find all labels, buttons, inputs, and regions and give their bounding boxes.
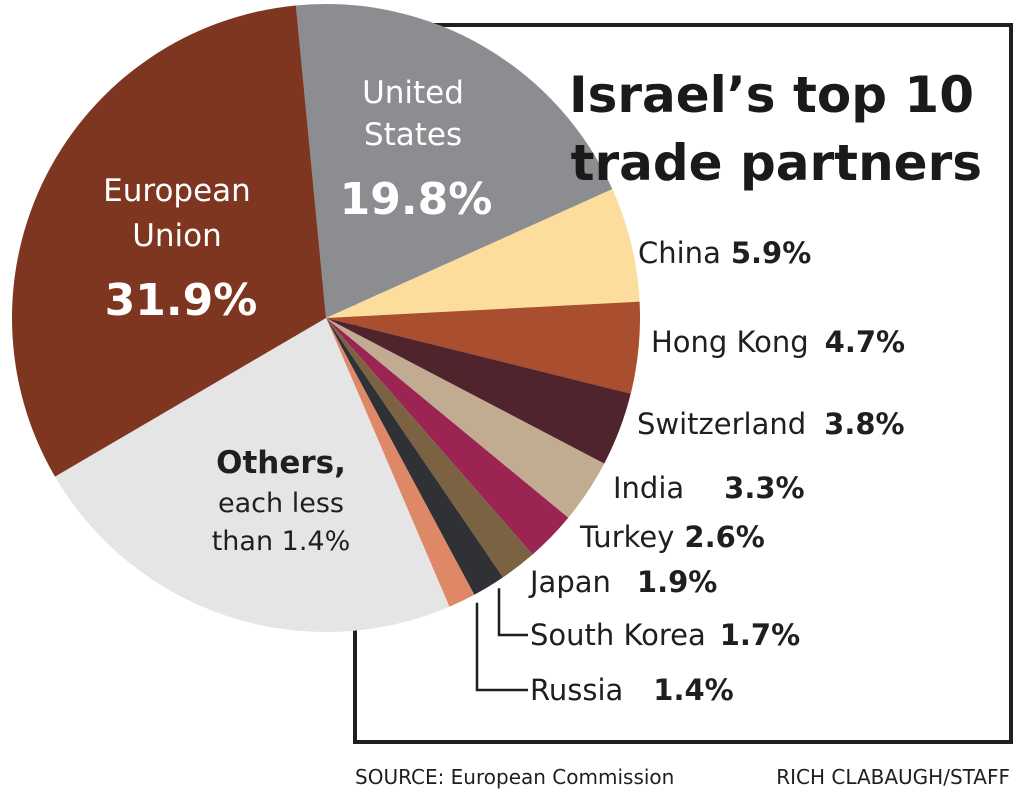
us-label-line-2: States [364, 117, 462, 153]
slice-label-south-korea: South Korea 1.7% [530, 618, 800, 652]
others-label-note-2: than 1.4% [212, 526, 351, 557]
slice-labels: China 5.9% Hong Kong 4.7% Switzerland 3.8% Ind… [103, 75, 905, 707]
pie-slice-others [55, 318, 450, 633]
others-label-name: Others, [216, 445, 346, 481]
us-label-value: 19.8% [340, 174, 493, 225]
slice-label-name: India [613, 471, 684, 505]
slice-label-name: Russia [530, 673, 623, 707]
slice-label-value: 4.7% [825, 325, 905, 359]
pie-slice-japan [326, 318, 533, 578]
leader-line-south-korea [497, 588, 528, 637]
pie-slice-switzerland [326, 318, 631, 464]
slice-label-hong-kong: Hong Kong 4.7% [651, 325, 905, 359]
eu-label-line-2: Union [132, 218, 222, 254]
pie-slice-china [326, 189, 640, 318]
credit-note: RICH CLABAUGH/STAFF [776, 765, 1010, 789]
pie-slices [11, 4, 641, 633]
slice-label-value: 2.6% [684, 520, 764, 554]
pie-slice-russia [326, 318, 475, 607]
leader-line-russia [475, 602, 528, 692]
slice-label-value: 1.4% [653, 673, 733, 707]
slice-label-china: China 5.9% [638, 236, 811, 270]
pie-slice-turkey [326, 318, 569, 555]
us-label-line-1: United [362, 75, 464, 111]
slice-label-value: 1.7% [720, 618, 800, 652]
eu-label-value: 31.9% [105, 275, 258, 326]
pie-slice-hong-kong [326, 301, 641, 394]
slice-label-russia: Russia 1.4% [530, 673, 734, 707]
slice-label-name: Turkey [579, 520, 674, 554]
slice-label-name: Japan [528, 565, 611, 599]
slice-label-value: 3.3% [724, 471, 804, 505]
eu-label-line-1: European [103, 173, 251, 209]
pie-slice-south-korea [326, 318, 503, 595]
source-note: SOURCE: European Commission [355, 765, 674, 789]
slice-label-india: India 3.3% [613, 471, 805, 505]
slice-label-value: 5.9% [731, 236, 811, 270]
slice-label-value: 3.8% [824, 407, 904, 441]
slice-label-name: South Korea [530, 618, 706, 652]
pie-slice-india [326, 318, 605, 518]
slice-label-name: Switzerland [637, 407, 806, 441]
slice-label-turkey: Turkey 2.6% [579, 520, 765, 554]
chart-title-line-2: trade partners [571, 134, 982, 192]
slice-label-name: Hong Kong [651, 325, 809, 359]
slice-label-switzerland: Switzerland 3.8% [637, 407, 905, 441]
others-label-note-1: each less [218, 488, 344, 519]
leader-lines [475, 588, 528, 692]
slice-label-japan: Japan 1.9% [528, 565, 717, 599]
slice-label-value: 1.9% [637, 565, 717, 599]
pie-slice-european-union [11, 5, 327, 477]
pie-slice-united-states [295, 4, 613, 318]
chart-title-line-1: Israel’s top 10 [569, 66, 974, 124]
slice-label-name: China [638, 236, 721, 270]
